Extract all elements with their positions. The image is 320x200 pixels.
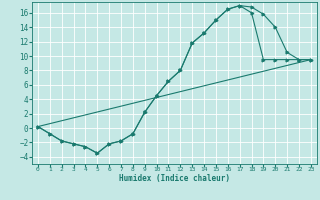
X-axis label: Humidex (Indice chaleur): Humidex (Indice chaleur): [119, 174, 230, 183]
